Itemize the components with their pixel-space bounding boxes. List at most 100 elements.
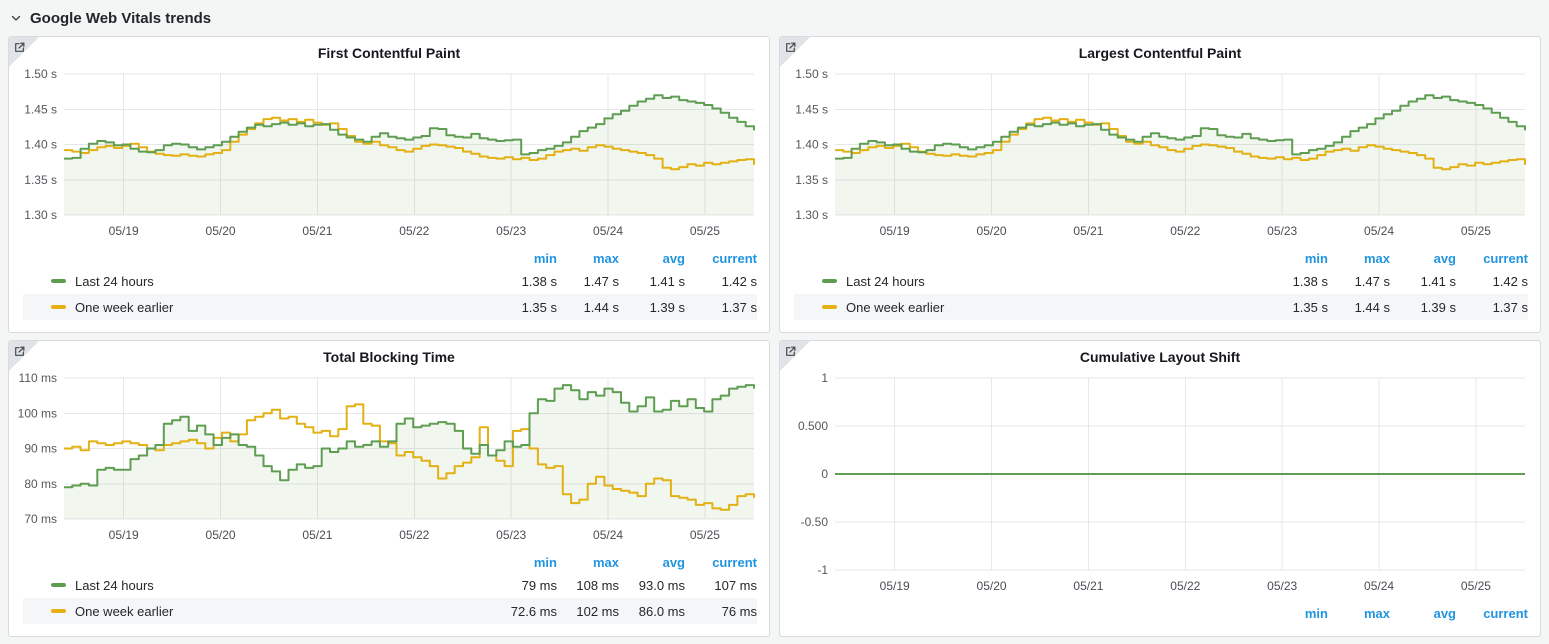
largest-contentful-paint-chart[interactable]: 1.50 s 1.45 s 1.40 s 1.35 s 1.30 s 05/19 05/20… bbox=[785, 59, 1531, 248]
x-tick-label: 05/21 bbox=[1073, 224, 1103, 238]
panel-link-corner[interactable] bbox=[9, 37, 39, 67]
panel-largest-contentful-paint: Largest Contentful Paint 1.50 s 1.45 s 1.4… bbox=[779, 36, 1541, 333]
legend-header-min[interactable]: min bbox=[1304, 605, 1328, 621]
chevron-down-icon[interactable] bbox=[10, 12, 22, 24]
legend-header-current[interactable]: current bbox=[1483, 250, 1528, 266]
stat-avg: 1.41 s bbox=[1420, 273, 1456, 289]
y-tick-label: 1.35 s bbox=[24, 173, 57, 187]
x-tick-label: 05/19 bbox=[880, 224, 910, 238]
legend-row: Last 24 hours 1.38 s 1.47 s 1.41 s 1.42 … bbox=[23, 268, 757, 294]
panel-title[interactable]: Largest Contentful Paint bbox=[1078, 45, 1242, 61]
x-tick-label: 05/24 bbox=[1364, 579, 1394, 593]
x-tick-label: 05/20 bbox=[206, 224, 236, 238]
x-tick-label: 05/25 bbox=[690, 528, 720, 542]
stat-current: 107 ms bbox=[714, 577, 757, 593]
x-tick-label: 05/22 bbox=[399, 224, 429, 238]
legend-header-avg[interactable]: avg bbox=[1433, 605, 1456, 621]
legend-header-current[interactable]: current bbox=[712, 554, 757, 570]
series-area-fill bbox=[835, 95, 1525, 215]
legend-header-avg[interactable]: avg bbox=[662, 554, 685, 570]
row-title: Google Web Vitals trends bbox=[30, 9, 212, 27]
stat-max: 1.44 s bbox=[1354, 299, 1390, 315]
legend-header-row: min max avg current bbox=[23, 552, 757, 572]
stat-max: 108 ms bbox=[576, 577, 619, 593]
first-contentful-paint-chart[interactable]: 1.50 s 1.45 s 1.40 s 1.35 s 1.30 s 05/19 05/20… bbox=[14, 59, 760, 248]
series-swatch bbox=[51, 583, 66, 587]
panel-title[interactable]: Total Blocking Time bbox=[323, 349, 455, 365]
legend-header-min[interactable]: min bbox=[533, 554, 557, 570]
stat-min: 1.35 s bbox=[521, 299, 557, 315]
x-tick-label: 05/22 bbox=[1170, 579, 1200, 593]
series-name[interactable]: One week earlier bbox=[75, 299, 174, 315]
y-tick-label: 1.40 s bbox=[24, 138, 57, 152]
series-swatch bbox=[822, 305, 837, 309]
y-tick-label: 0 bbox=[821, 467, 828, 481]
y-tick-label: -0.50 bbox=[801, 515, 829, 529]
x-tick-label: 05/23 bbox=[496, 224, 526, 238]
stat-max: 1.47 s bbox=[583, 273, 619, 289]
legend-header-max[interactable]: max bbox=[592, 554, 619, 570]
legend-header-min[interactable]: min bbox=[1304, 250, 1328, 266]
series-area-fill bbox=[64, 95, 754, 215]
panel-cumulative-layout-shift: Cumulative Layout Shift 1 0.500 0 -0.50 -1 05… bbox=[779, 340, 1541, 637]
panel-title[interactable]: Cumulative Layout Shift bbox=[1079, 349, 1241, 365]
stat-min: 1.38 s bbox=[521, 273, 557, 289]
legend-header-row: min max avg current bbox=[794, 603, 1528, 623]
x-tick-label: 05/22 bbox=[399, 528, 429, 542]
dashboard-row-header[interactable]: Google Web Vitals trends bbox=[0, 0, 1549, 36]
x-tick-label: 05/22 bbox=[1170, 224, 1200, 238]
legend-row: One week earlier 72.6 ms 102 ms 86.0 ms … bbox=[23, 598, 757, 624]
series-line-last-24-hours bbox=[835, 94, 1526, 160]
legend-header-max[interactable]: max bbox=[1363, 250, 1390, 266]
legend-row: Last 24 hours 1.38 s 1.47 s 1.41 s 1.42 … bbox=[794, 268, 1528, 294]
legend-header-current[interactable]: current bbox=[712, 250, 757, 266]
panel-link-corner[interactable] bbox=[780, 341, 810, 371]
cumulative-layout-shift-chart[interactable]: 1 0.500 0 -0.50 -1 05/19 05/20 05/21 05/22 05/23 0… bbox=[785, 363, 1531, 603]
y-tick-label: 70 ms bbox=[24, 512, 57, 526]
legend-header-current[interactable]: current bbox=[1483, 605, 1528, 621]
series-name[interactable]: One week earlier bbox=[846, 299, 945, 315]
x-tick-label: 05/20 bbox=[977, 224, 1007, 238]
y-tick-label: 1.30 s bbox=[795, 208, 828, 222]
total-blocking-time-chart[interactable]: 110 ms 100 ms 90 ms 80 ms 70 ms 05/19 05/20 05/… bbox=[14, 363, 760, 552]
stat-min: 79 ms bbox=[521, 577, 557, 593]
legend-row: One week earlier 1.35 s 1.44 s 1.39 s 1.… bbox=[23, 294, 757, 320]
series-swatch bbox=[822, 279, 837, 283]
x-tick-label: 05/23 bbox=[1267, 579, 1297, 593]
x-tick-label: 05/21 bbox=[1073, 579, 1103, 593]
y-tick-label: 1.35 s bbox=[795, 173, 828, 187]
x-tick-label: 05/25 bbox=[1461, 224, 1491, 238]
panel-total-blocking-time: Total Blocking Time 110 ms 100 ms 90 ms 80 … bbox=[8, 340, 770, 637]
legend-header-max[interactable]: max bbox=[1363, 605, 1390, 621]
stat-min: 1.35 s bbox=[1292, 299, 1328, 315]
x-tick-label: 05/23 bbox=[1267, 224, 1297, 238]
legend-header-avg[interactable]: avg bbox=[1433, 250, 1456, 266]
series-name[interactable]: One week earlier bbox=[75, 603, 174, 619]
series-name[interactable]: Last 24 hours bbox=[75, 273, 154, 289]
legend-header-max[interactable]: max bbox=[592, 250, 619, 266]
panel-title[interactable]: First Contentful Paint bbox=[317, 45, 461, 61]
x-tick-label: 05/20 bbox=[206, 528, 236, 542]
dashboard-grid: First Contentful Paint 1.50 s 1.45 s 1.40 … bbox=[0, 36, 1549, 637]
stat-avg: 1.39 s bbox=[649, 299, 685, 315]
panel-link-corner[interactable] bbox=[780, 37, 810, 67]
legend: min max avg current Last 24 hours 79 ms … bbox=[9, 552, 769, 624]
external-link-icon bbox=[13, 345, 26, 358]
series-line-one-week-earlier bbox=[835, 116, 1526, 171]
legend-header-row: min max avg current bbox=[23, 248, 757, 268]
x-tick-label: 05/24 bbox=[593, 224, 623, 238]
series-name[interactable]: Last 24 hours bbox=[846, 273, 925, 289]
stat-max: 102 ms bbox=[576, 603, 619, 619]
stat-current: 1.42 s bbox=[721, 273, 757, 289]
legend: min max avg current Last 24 hours 1.38 s… bbox=[9, 248, 769, 320]
y-tick-label: 110 ms bbox=[19, 371, 57, 385]
stat-current: 1.37 s bbox=[721, 299, 757, 315]
stat-avg: 1.39 s bbox=[1420, 299, 1456, 315]
legend-header-avg[interactable]: avg bbox=[662, 250, 685, 266]
legend: min max avg current bbox=[780, 603, 1540, 623]
y-tick-label: 1.45 s bbox=[24, 102, 57, 116]
panel-link-corner[interactable] bbox=[9, 341, 39, 371]
stat-current: 76 ms bbox=[721, 603, 757, 619]
series-name[interactable]: Last 24 hours bbox=[75, 577, 154, 593]
legend-header-min[interactable]: min bbox=[533, 250, 557, 266]
